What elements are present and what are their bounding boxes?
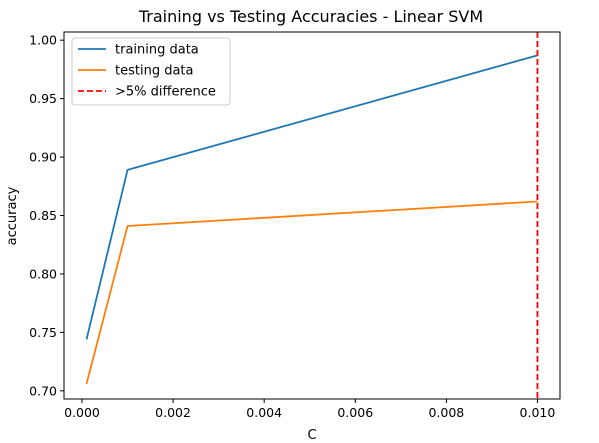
y-tick-label: 0.90 xyxy=(29,150,57,165)
chart-title: Training vs Testing Accuracies - Linear … xyxy=(138,7,483,26)
plot-lines xyxy=(85,32,539,399)
series-line-training xyxy=(85,54,538,340)
series-line-testing xyxy=(85,200,538,385)
axis-ticks: 0.000 0.002 0.004 0.006 0.008 0.010 0.70 0.75 0.… xyxy=(29,33,555,420)
plot-frame xyxy=(63,31,561,400)
legend-label: testing data xyxy=(115,64,193,79)
y-tick-label: 0.75 xyxy=(29,325,57,340)
x-axis-label: C xyxy=(307,428,316,443)
x-tick-label: 0.004 xyxy=(246,405,282,420)
legend: training data testing data >5% difference xyxy=(71,37,231,106)
legend-box xyxy=(71,37,231,106)
legend-label: training data xyxy=(115,43,199,58)
x-tick-label: 0.002 xyxy=(155,405,191,420)
y-tick-label: 0.70 xyxy=(29,383,57,398)
x-tick-label: 0.008 xyxy=(428,405,464,420)
x-tick-label: 0.000 xyxy=(64,405,100,420)
y-axis-label: accuracy xyxy=(5,186,20,245)
y-tick-label: 0.85 xyxy=(29,208,57,223)
y-tick-label: 0.95 xyxy=(29,91,57,106)
x-tick-label: 0.010 xyxy=(520,405,556,420)
legend-label: >5% difference xyxy=(115,85,216,100)
y-tick-label: 0.80 xyxy=(29,266,57,281)
y-tick-label: 1.00 xyxy=(29,33,57,48)
x-tick-label: 0.006 xyxy=(337,405,373,420)
